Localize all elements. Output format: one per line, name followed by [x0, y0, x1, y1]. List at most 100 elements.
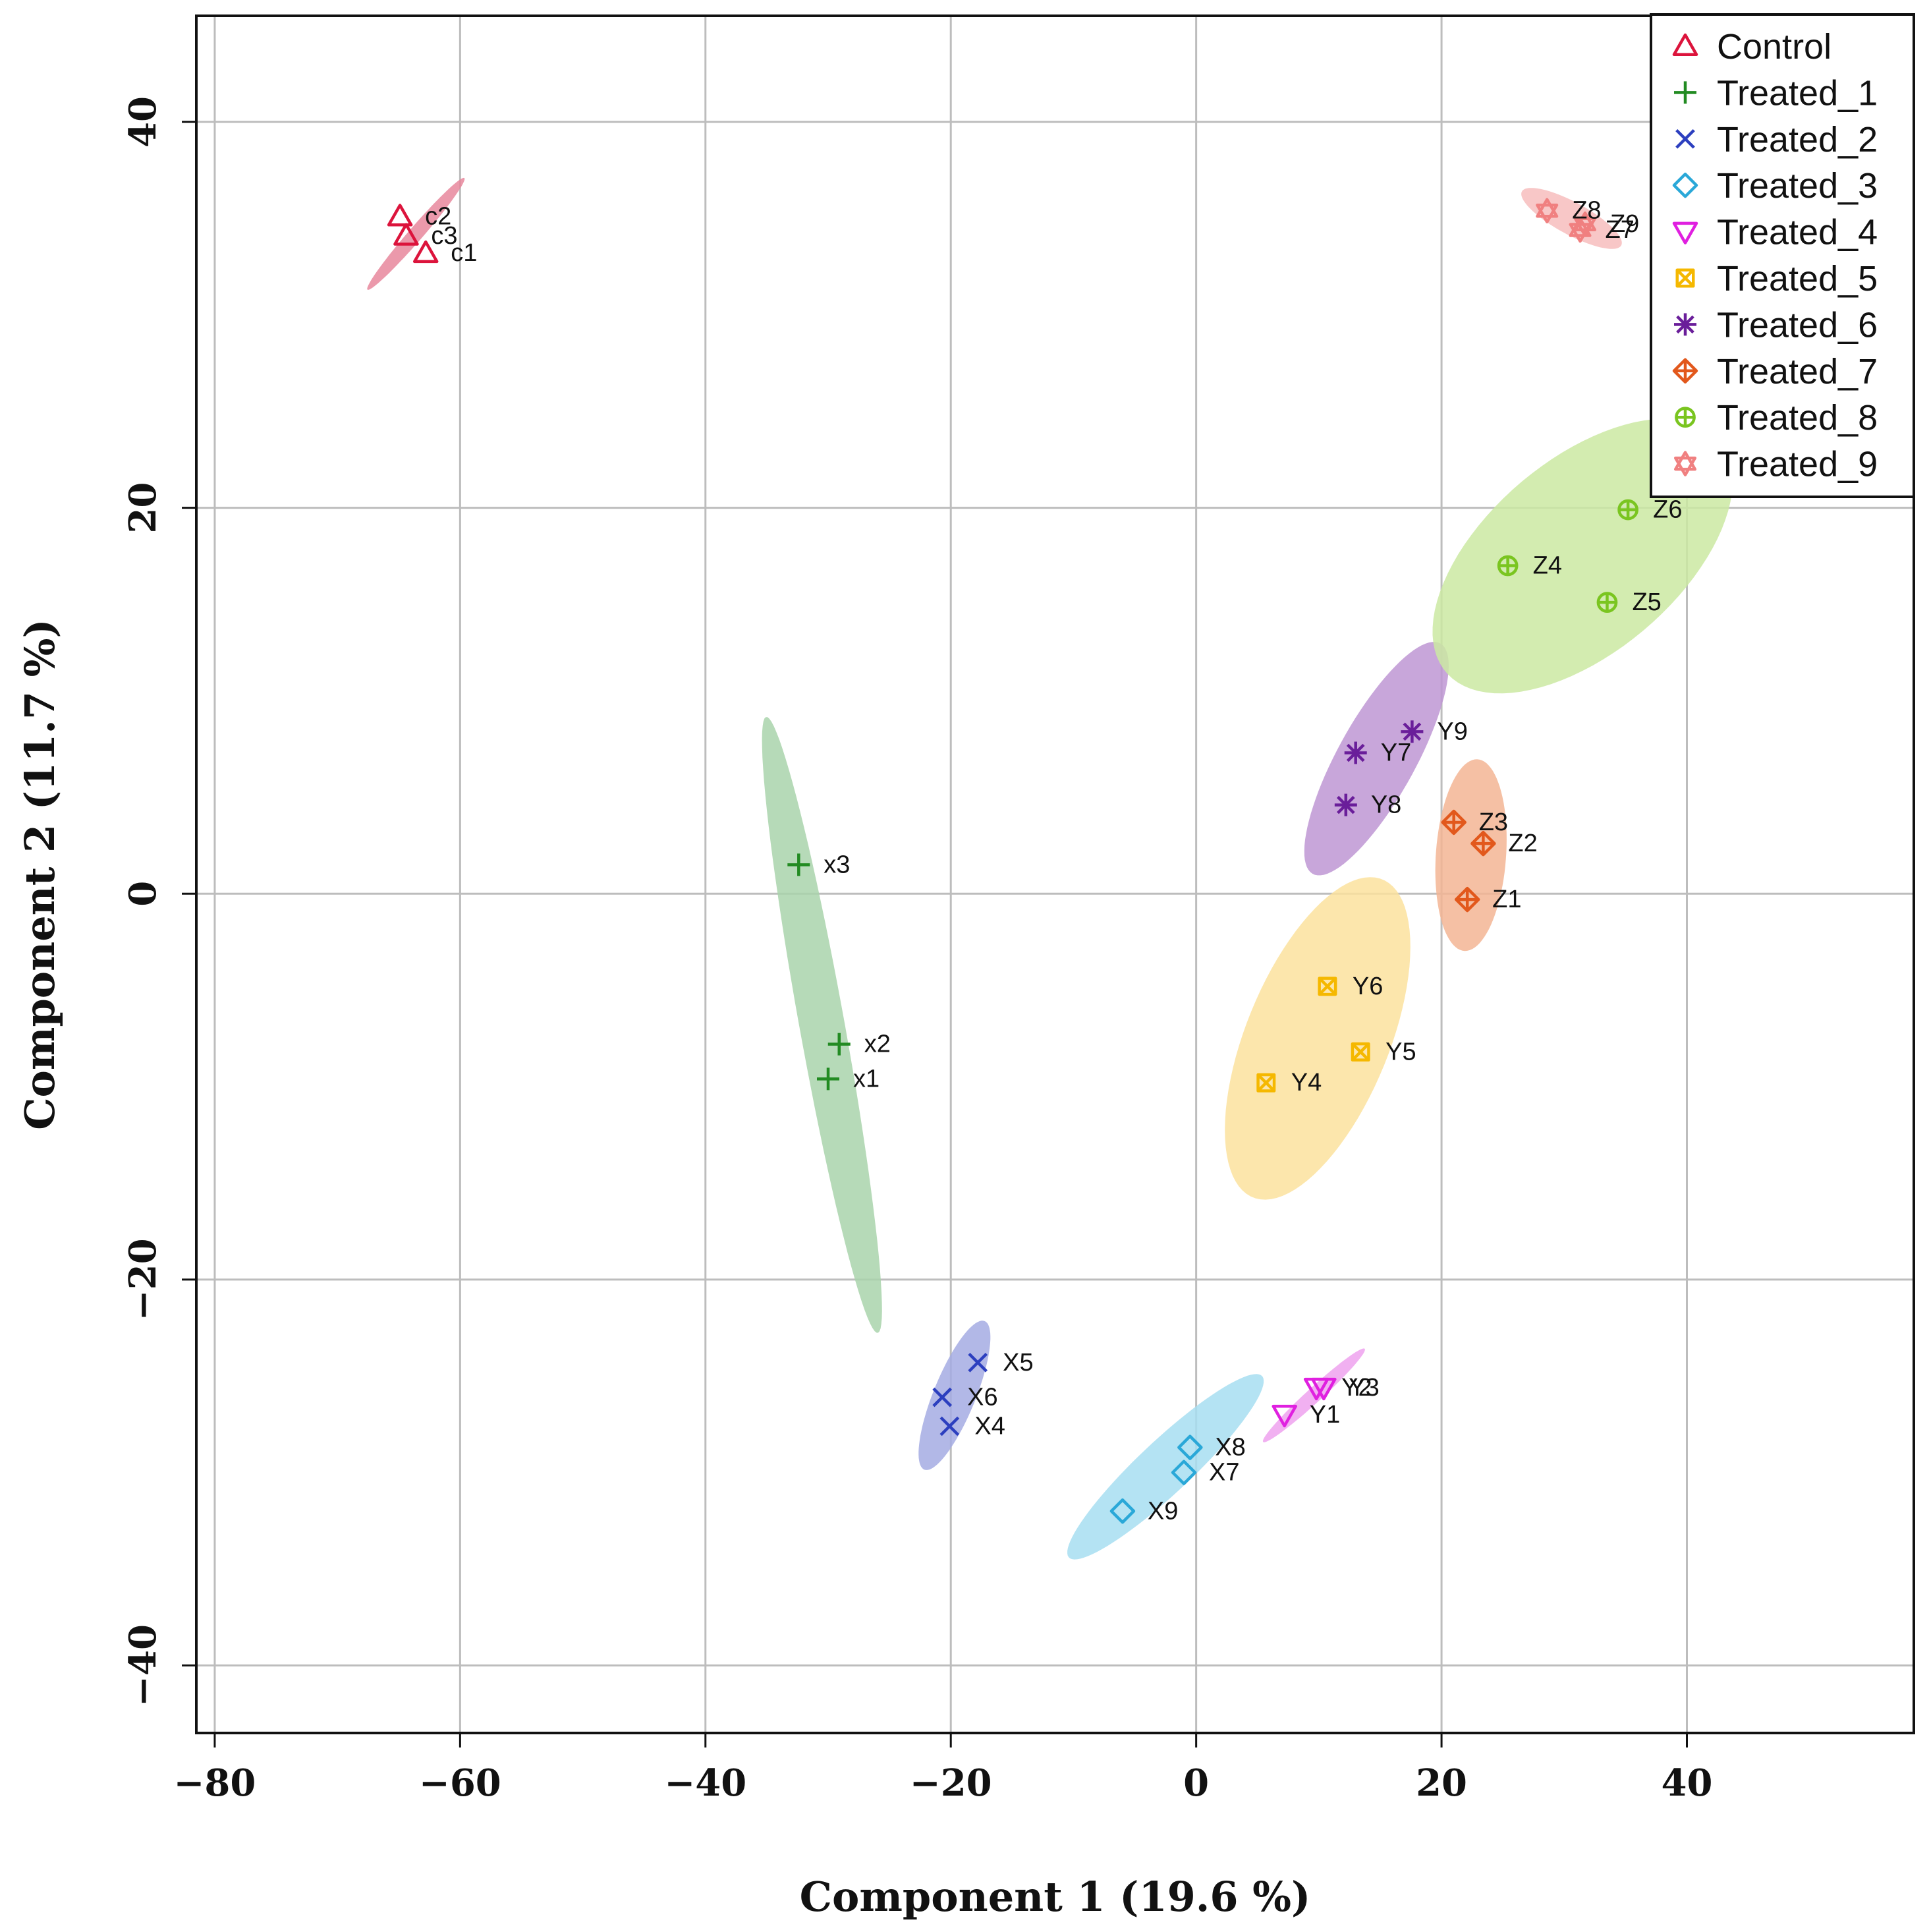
point-label-x6: X6: [967, 1384, 997, 1411]
point-z5: [1596, 592, 1618, 613]
legend-symbol-treated-3-shape: [1672, 172, 1698, 198]
point-x4-stroke: [939, 1416, 960, 1436]
point-z8: [1536, 198, 1559, 223]
point-z9-shape: [1573, 217, 1596, 237]
x-tick-label: −40: [664, 1761, 746, 1805]
x-axis: −80 −60 −40 −20 0 20 40: [174, 1733, 1713, 1805]
point-y1-shape: [1272, 1404, 1297, 1428]
point-label-x4: X4: [974, 1412, 1005, 1440]
legend-symbol-treated-4-shape: [1672, 221, 1698, 244]
point-z1: [1454, 886, 1480, 913]
point-y7: [1344, 741, 1367, 764]
point-label-z5: Z5: [1632, 588, 1661, 616]
point-x8: [1177, 1435, 1203, 1460]
point-label-y5: Y5: [1385, 1038, 1416, 1065]
point-z8-shape: [1536, 203, 1559, 223]
point-label-y4: Y4: [1291, 1069, 1322, 1096]
legend-label-treated-9: Treated_9: [1717, 445, 1878, 484]
point-y5-shape: [1351, 1042, 1370, 1062]
ellipse-control: [367, 177, 465, 290]
ellipse-treated-7: [1435, 759, 1507, 952]
plot-frame: [195, 14, 1915, 1734]
point-x7: [1171, 1460, 1197, 1485]
point-label-z9: Z9: [1610, 210, 1639, 238]
confidence-ellipses: [367, 177, 1733, 1560]
point-label-x1: x1: [853, 1065, 880, 1093]
point-y4: [1256, 1073, 1276, 1093]
legend-symbol-treated-7: [1672, 358, 1698, 384]
point-x5-stroke: [968, 1352, 988, 1373]
point-label-x9: X9: [1148, 1497, 1178, 1525]
point-label-z4: Z4: [1533, 552, 1562, 580]
point-z3: [1441, 809, 1467, 836]
point-label-x2: x2: [864, 1031, 891, 1058]
legend-symbol-control-shape: [1672, 33, 1698, 56]
ellipse-treated-5: [1225, 877, 1411, 1200]
point-label-c1: c1: [451, 239, 477, 267]
point-y6-shape: [1318, 977, 1337, 996]
point-c3: [393, 223, 419, 246]
point-y9-stroke: [1403, 722, 1422, 741]
point-label-y1: Y1: [1310, 1401, 1340, 1429]
x-tick-label: 0: [1183, 1761, 1209, 1805]
point-label-x3: x3: [824, 851, 850, 878]
legend-label-control: Control: [1717, 27, 1831, 67]
legend-symbol-treated-4: [1672, 221, 1698, 244]
point-c1: [412, 240, 439, 264]
legend-symbol-control: [1672, 33, 1698, 56]
legend-symbol-treated-8: [1675, 407, 1696, 428]
legend-symbol-treated-2: [1675, 128, 1695, 149]
point-z2: [1470, 830, 1496, 857]
legend-symbol-treated-5-stroke: [1676, 269, 1694, 287]
point-x7-shape: [1171, 1460, 1197, 1485]
legend-label-treated-1: Treated_1: [1717, 73, 1878, 113]
legend-symbol-treated-9-shape: [1673, 451, 1697, 471]
x-tick-label: 40: [1662, 1761, 1713, 1805]
point-z4: [1497, 555, 1519, 577]
point-label-x5: X5: [1003, 1349, 1033, 1377]
point-label-z3: Z3: [1479, 809, 1508, 836]
point-x9-shape: [1109, 1498, 1136, 1524]
y-tick-label: 20: [121, 482, 165, 534]
legend: Control Treated_1 Treated_2 Treated_3 Treate…: [1650, 13, 1915, 498]
point-x2: [827, 1033, 851, 1056]
legend-symbol-treated-9-shape: [1673, 456, 1697, 476]
point-label-y8: Y8: [1371, 791, 1401, 819]
point-y9: [1401, 720, 1424, 743]
x-tick-label: −20: [910, 1761, 992, 1805]
legend-symbol-treated-9: [1673, 451, 1697, 476]
point-label-z1: Z1: [1492, 886, 1521, 913]
point-z9: [1573, 211, 1596, 237]
point-y5-stroke: [1351, 1042, 1370, 1062]
point-y6-stroke: [1318, 977, 1337, 996]
point-z9-shape: [1573, 211, 1596, 231]
y-axis: −40 −20 0 20 40: [121, 96, 196, 1707]
x-tick-label: 20: [1416, 1761, 1467, 1805]
point-y3: [1311, 1377, 1337, 1401]
legend-symbol-treated-6-stroke: [1676, 315, 1694, 334]
point-y5: [1351, 1042, 1370, 1062]
point-c3-shape: [393, 223, 419, 246]
point-label-y9: Y9: [1437, 718, 1467, 745]
point-y3-shape: [1311, 1377, 1337, 1401]
point-label-x8: X8: [1215, 1434, 1245, 1462]
point-y6: [1318, 977, 1337, 996]
point-x6: [932, 1387, 953, 1407]
point-y4-stroke: [1256, 1073, 1275, 1093]
x-axis-title: Component 1 (19.6 %): [800, 1873, 1311, 1921]
point-label-z6: Z6: [1653, 496, 1682, 524]
legend-label-treated-7: Treated_7: [1717, 352, 1878, 391]
point-x4: [939, 1416, 960, 1436]
point-z6: [1617, 499, 1638, 521]
ellipse-treated-6: [1304, 642, 1449, 876]
point-x5: [968, 1352, 988, 1373]
ellipse-treated-3: [1067, 1374, 1264, 1560]
point-y8: [1334, 793, 1357, 816]
point-c2-shape: [387, 204, 413, 227]
point-c1-shape: [412, 240, 439, 264]
legend-symbol-treated-6: [1674, 313, 1696, 336]
point-label-z8: Z8: [1572, 197, 1601, 225]
